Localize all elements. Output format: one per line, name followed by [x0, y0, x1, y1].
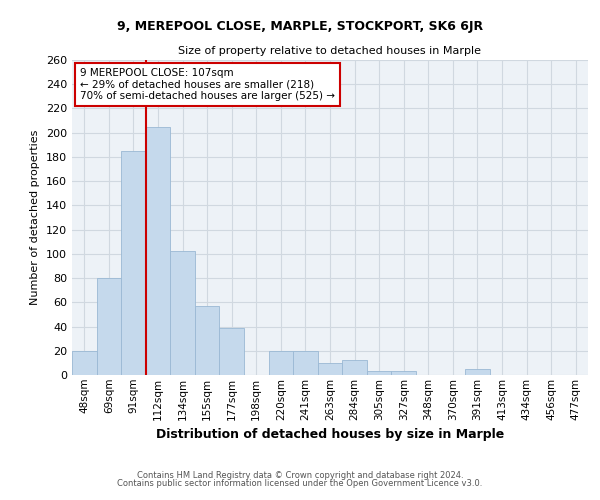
Bar	[465, 369, 490, 375]
Bar	[293, 351, 318, 375]
Text: 9, MEREPOOL CLOSE, MARPLE, STOCKPORT, SK6 6JR: 9, MEREPOOL CLOSE, MARPLE, STOCKPORT, SK…	[117, 20, 483, 33]
Bar	[72, 351, 97, 375]
Bar	[318, 363, 342, 375]
X-axis label: Distribution of detached houses by size in Marple: Distribution of detached houses by size …	[156, 428, 504, 441]
Bar	[269, 351, 293, 375]
Text: Contains HM Land Registry data © Crown copyright and database right 2024.: Contains HM Land Registry data © Crown c…	[137, 471, 463, 480]
Y-axis label: Number of detached properties: Number of detached properties	[31, 130, 40, 305]
Title: Size of property relative to detached houses in Marple: Size of property relative to detached ho…	[179, 46, 482, 56]
Bar	[146, 126, 170, 375]
Bar	[220, 328, 244, 375]
Bar	[170, 252, 195, 375]
Bar	[97, 278, 121, 375]
Text: Contains public sector information licensed under the Open Government Licence v3: Contains public sector information licen…	[118, 478, 482, 488]
Bar	[195, 306, 220, 375]
Bar	[342, 360, 367, 375]
Bar	[391, 372, 416, 375]
Bar	[367, 372, 391, 375]
Text: 9 MEREPOOL CLOSE: 107sqm
← 29% of detached houses are smaller (218)
70% of semi-: 9 MEREPOOL CLOSE: 107sqm ← 29% of detach…	[80, 68, 335, 101]
Bar	[121, 151, 146, 375]
